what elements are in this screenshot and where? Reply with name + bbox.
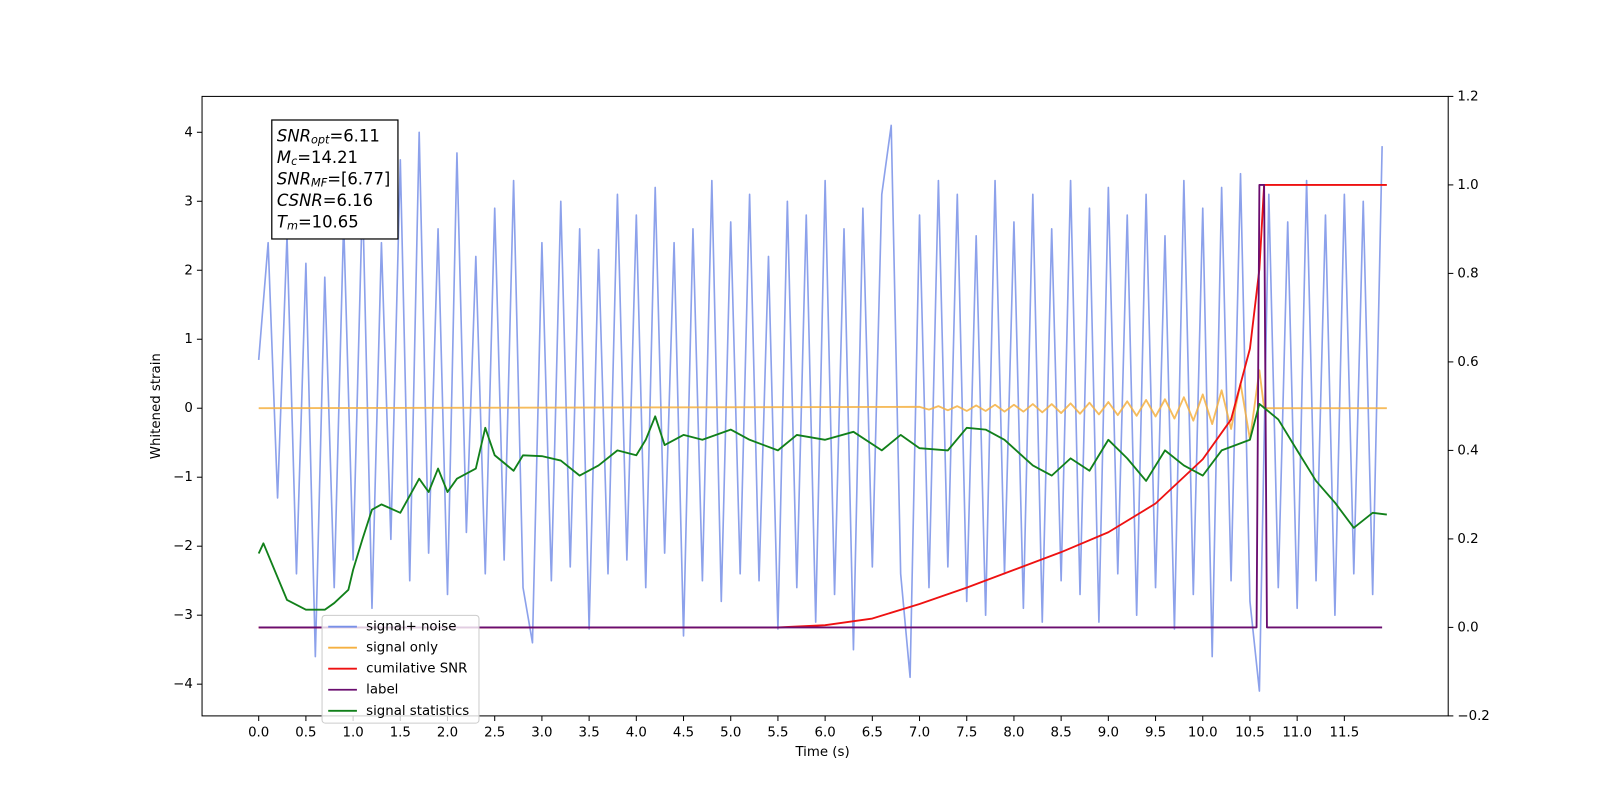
y-tick-label: 4 <box>184 125 192 140</box>
x-tick-label: 1.5 <box>390 725 411 740</box>
x-tick-label: 11.5 <box>1330 725 1360 740</box>
series-line <box>258 183 1387 629</box>
x-tick-label: 1.0 <box>342 725 363 740</box>
series-line <box>257 403 1387 611</box>
annotation-value: =6.16 <box>323 191 373 210</box>
x-tick-label: 5.0 <box>720 725 741 740</box>
y2-tick-label: −0.2 <box>1457 709 1489 724</box>
x-tick-label: 7.5 <box>956 725 977 740</box>
legend-label: cumilative SNR <box>366 662 467 677</box>
y2-tick-label: 1.2 <box>1457 89 1478 104</box>
y-tick-label: −4 <box>173 677 193 692</box>
annotation-subscript: c <box>291 155 298 168</box>
annotation-symbol: T <box>277 212 289 231</box>
x-tick-label: 7.0 <box>909 725 930 740</box>
y-tick-label: 0 <box>184 401 192 416</box>
annotation-value: =10.65 <box>298 212 359 231</box>
x-tick-label: 8.5 <box>1051 725 1072 740</box>
x-tick-label: 8.0 <box>1003 725 1024 740</box>
y-tick-label: −1 <box>173 470 193 485</box>
annotation-line: CSNR=6.16 <box>277 191 373 210</box>
y2-tick-label: 0.0 <box>1457 620 1478 635</box>
annotation: SNRopt=6.11Mc=14.21SNRMF=[6.77]CSNR=6.16… <box>271 119 399 240</box>
x-tick-label: 3.0 <box>531 725 552 740</box>
legend-label: signal statistics <box>366 704 469 719</box>
y2-tick-label: 1.0 <box>1457 178 1478 193</box>
y-tick-label: 1 <box>184 332 192 347</box>
annotation-subscript: opt <box>311 134 330 147</box>
x-tick-label: 4.0 <box>626 725 647 740</box>
x-tick-label: 2.0 <box>437 725 458 740</box>
x-tick-label: 2.5 <box>484 725 505 740</box>
x-tick-label: 4.5 <box>673 725 694 740</box>
annotation-line: Mc=14.21 <box>277 147 358 168</box>
x-tick-label: 9.0 <box>1098 725 1119 740</box>
annotation-box <box>271 119 399 240</box>
x-tick-label: 5.5 <box>767 725 788 740</box>
series-line <box>258 369 1387 441</box>
y2-tick-label: 0.2 <box>1457 532 1478 547</box>
annotation-line: SNRMF=[6.77] <box>277 169 390 190</box>
x-axis-label: Time (s) <box>794 745 849 760</box>
series-line <box>258 183 1383 629</box>
x-tick-label: 6.5 <box>862 725 883 740</box>
legend: signal+ noise signal only cumilative SNR la… <box>321 614 480 724</box>
y2-tick-label: 0.4 <box>1457 443 1478 458</box>
annotation-symbol: SNR <box>277 169 311 188</box>
legend-label: label <box>366 683 398 698</box>
y-tick-label: −2 <box>173 539 193 554</box>
annotation-symbol: M <box>277 147 291 166</box>
annotation-line: SNRopt=6.11 <box>277 126 380 147</box>
legend-label: signal only <box>366 641 438 656</box>
x-tick-label: 0.5 <box>295 725 316 740</box>
x-tick-label: 3.5 <box>579 725 600 740</box>
annotation-value: =14.21 <box>297 147 358 166</box>
annotation-subscript: m <box>287 220 298 233</box>
y-tick-label: 2 <box>184 263 192 278</box>
x-tick-label: 10.5 <box>1235 725 1265 740</box>
series-line <box>257 124 1383 692</box>
annotation-symbol: SNR <box>277 126 311 145</box>
annotation-line: Tm=10.65 <box>277 212 359 233</box>
x-tick-label: 10.0 <box>1188 725 1218 740</box>
x-tick-label: 0.0 <box>248 725 269 740</box>
annotation-subscript: MF <box>311 177 328 190</box>
y-tick-label: 3 <box>184 194 192 209</box>
annotation-value: =6.11 <box>329 126 379 145</box>
legend-box <box>321 614 480 724</box>
y2-tick-label: 0.6 <box>1457 355 1478 370</box>
y2-tick-label: 0.8 <box>1457 266 1478 281</box>
annotation-value: =[6.77] <box>327 169 390 188</box>
x-tick-label: 6.0 <box>815 725 836 740</box>
y-tick-label: −3 <box>173 608 193 623</box>
y-axis-label: Whitened strain <box>149 353 164 459</box>
x-tick-label: 9.5 <box>1145 725 1166 740</box>
legend-label: signal+ noise <box>366 620 456 635</box>
x-tick-label: 11.0 <box>1282 725 1312 740</box>
plot-area <box>257 124 1387 692</box>
annotation-symbol: CSNR <box>277 191 323 210</box>
